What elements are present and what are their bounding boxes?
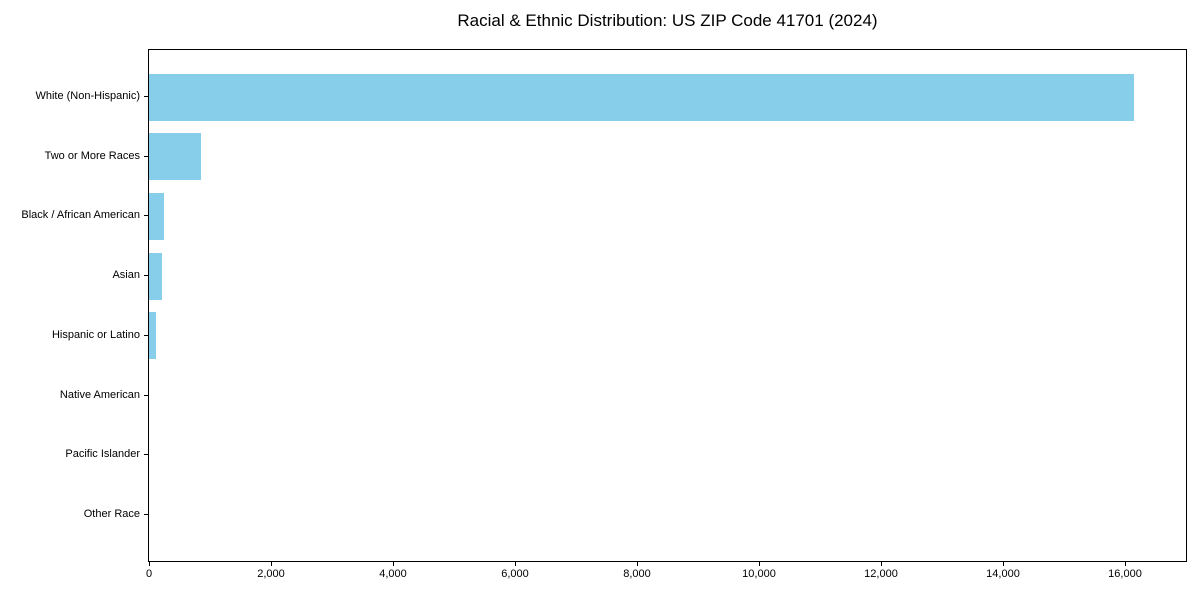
x-label-16-000: 16,000 [1108,568,1142,580]
y-label-two-or-more-races: Two or More Races [44,149,140,162]
bar-two-or-more-races [149,133,202,181]
y-label-white-non-hispanic: White (Non-Hispanic) [35,90,140,102]
bar-hispanic-or-latino [149,312,156,360]
y-tick-black-african-american [144,215,148,217]
y-tick-other-race [144,513,148,515]
y-tick-white-non-hispanic [144,96,148,97]
y-label-pacific-islander: Pacific Islander [65,448,140,461]
x-tick-2-000 [270,562,272,566]
x-label-4-000: 4,000 [379,568,407,580]
y-label-other-race: Other Race [83,507,140,520]
bar-white-non-hispanic [149,73,1135,121]
x-label-0: 0 [145,568,153,580]
x-tick-6-000 [514,562,516,566]
x-tick-4-000 [392,562,394,566]
x-label-12-000: 12,000 [864,568,898,580]
y-label-black-african-american: Black / African American [21,209,140,222]
y-tick-native-american [144,394,148,396]
y-label-hispanic-or-latino: Hispanic or Latino [51,328,140,341]
y-tick-pacific-islander [144,454,148,456]
x-tick-16-000 [1124,562,1126,566]
bars-container [149,50,1186,561]
chart-title: Racial & Ethnic Distribution: US ZIP Cod… [457,11,878,30]
plot-area [148,49,1187,562]
x-label-6-000: 6,000 [501,568,529,580]
y-label-asian: Asian [112,269,140,282]
x-label-14-000: 14,000 [986,568,1020,580]
x-label-10-000: 10,000 [742,568,776,580]
x-label-2-000: 2,000 [257,568,285,580]
y-tick-hispanic-or-latino [144,334,148,336]
bar-black-african-american [149,192,164,240]
x-tick-12-000 [880,562,882,566]
x-tick-10-000 [758,562,760,566]
y-label-native-american: Native American [59,388,140,401]
y-tick-two-or-more-races [144,155,148,157]
bar-asian [149,252,162,300]
x-tick-8-000 [636,562,638,566]
x-tick-14-000 [1002,562,1004,566]
x-label-8-000: 8,000 [623,568,651,580]
y-tick-asian [144,275,148,277]
x-tick-0 [148,562,150,566]
